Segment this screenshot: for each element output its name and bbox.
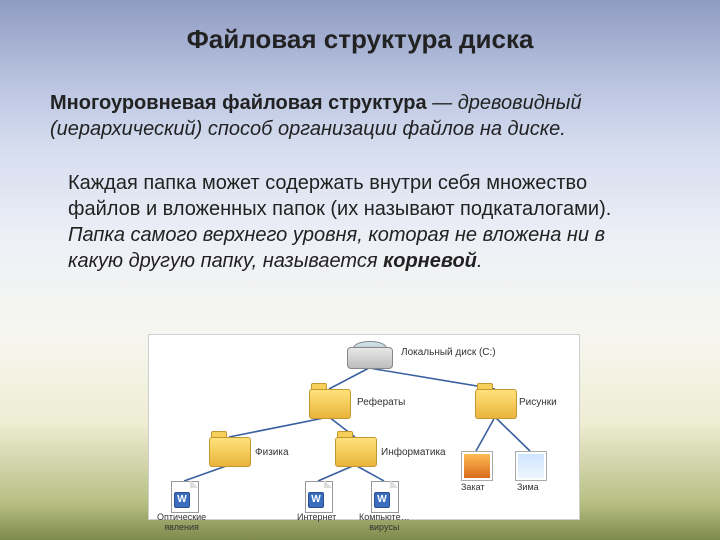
description-paragraph: Каждая папка может содержать внутри себя… bbox=[68, 170, 658, 274]
para2-bold: корневой bbox=[383, 250, 477, 272]
node-label: Локальный диск (C:) bbox=[401, 347, 496, 358]
disk-icon bbox=[347, 341, 391, 369]
node-label: Зима bbox=[517, 483, 539, 493]
para2-italic-after: . bbox=[477, 250, 483, 272]
para2-italic: Папка самого верхнего уровня, которая не… bbox=[68, 224, 605, 272]
document-icon: W bbox=[171, 481, 197, 511]
folder-icon bbox=[475, 389, 515, 419]
node-label: Информатика bbox=[381, 447, 446, 458]
node-label: Рефераты bbox=[357, 397, 405, 408]
definition-term: Многоуровневая файловая структура bbox=[50, 92, 427, 114]
tree-diagram: Локальный диск (C:) Рефераты Рисунки Физика… bbox=[148, 334, 580, 520]
node-label: Интернет bbox=[297, 513, 336, 523]
image-icon bbox=[515, 451, 547, 481]
page-title: Файловая структура диска bbox=[0, 24, 720, 55]
image-icon bbox=[461, 451, 493, 481]
folder-icon bbox=[209, 437, 249, 467]
node-label: Рисунки bbox=[519, 397, 557, 408]
node-label: Оптические явления bbox=[157, 513, 206, 533]
folder-icon bbox=[309, 389, 349, 419]
document-icon: W bbox=[305, 481, 331, 511]
document-icon: W bbox=[371, 481, 397, 511]
para2-plain: Каждая папка может содержать внутри себя… bbox=[68, 172, 611, 220]
node-label: Физика bbox=[255, 447, 289, 458]
definition-paragraph: Многоуровневая файловая структура — древ… bbox=[50, 90, 665, 142]
node-label: Закат bbox=[461, 483, 485, 493]
node-label: Компьюте… вирусы bbox=[359, 513, 410, 533]
folder-icon bbox=[335, 437, 375, 467]
